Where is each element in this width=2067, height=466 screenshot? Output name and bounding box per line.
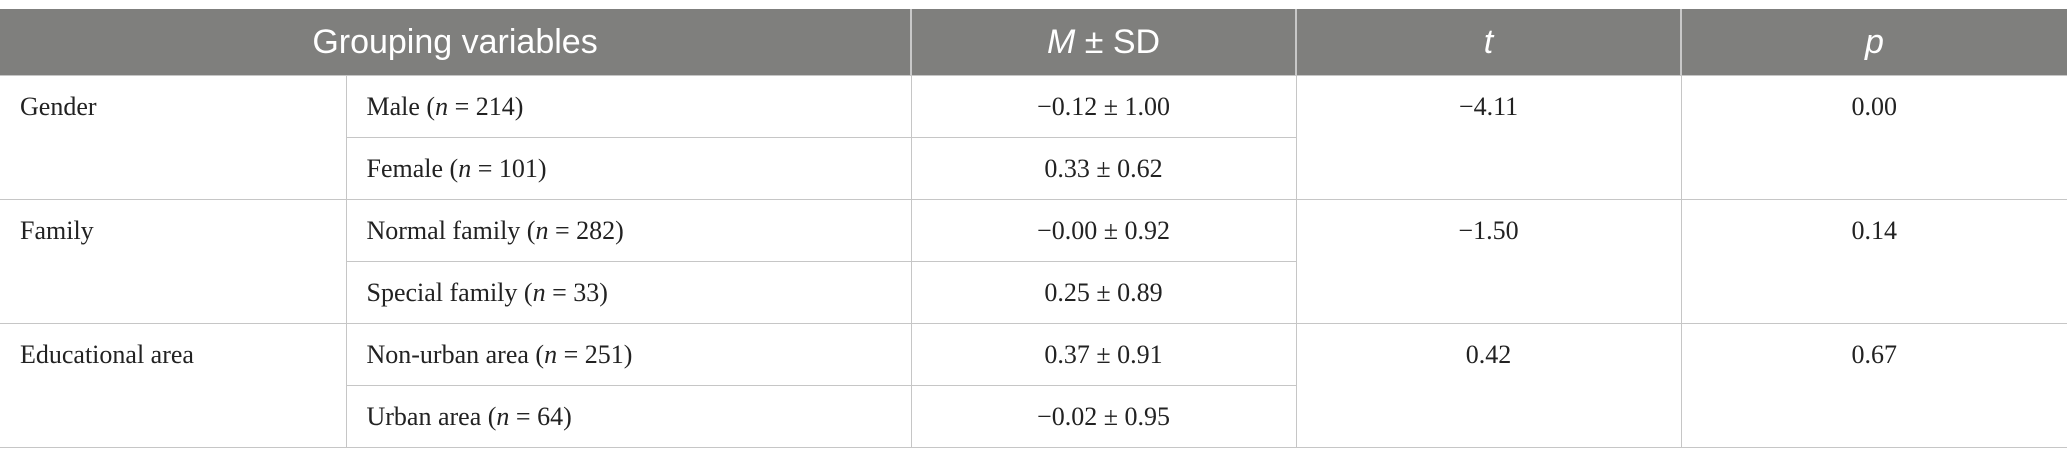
n-symbol: n bbox=[458, 154, 472, 183]
header-t: t bbox=[1296, 9, 1683, 76]
n-symbol: n bbox=[535, 216, 549, 245]
p-value: 0.67 bbox=[1680, 323, 2067, 448]
table-row: Special family (n = 33) 0.25 ± 0.89 bbox=[0, 261, 2067, 324]
statistics-table: Grouping variables M ± SD t p Gender Mal… bbox=[0, 9, 2067, 448]
n-symbol: n bbox=[532, 278, 546, 307]
mean-sd-value: 0.37 ± 0.91 bbox=[910, 323, 1297, 386]
mean-sd-value: 0.33 ± 0.62 bbox=[910, 137, 1297, 200]
n-symbol: n bbox=[544, 340, 558, 369]
subgroup-label: Normal family (n = 282) bbox=[345, 199, 912, 262]
subgroup-count: = 251) bbox=[557, 340, 633, 369]
subgroup-name: Male ( bbox=[366, 92, 436, 121]
header-grouping-variables: Grouping variables bbox=[0, 9, 913, 76]
subgroup-name: Female ( bbox=[366, 154, 459, 183]
t-value: −4.11 bbox=[1295, 75, 1682, 200]
header-p: p bbox=[1681, 9, 2067, 76]
subgroup-count: = 33) bbox=[545, 278, 608, 307]
subgroup-label: Female (n = 101) bbox=[346, 137, 912, 200]
t-value: −1.50 bbox=[1295, 199, 1682, 324]
subgroup-label: Non-urban area (n = 251) bbox=[345, 323, 912, 386]
subgroup-count: = 214) bbox=[448, 92, 524, 121]
subgroup-name: Normal family ( bbox=[366, 216, 536, 245]
n-symbol: n bbox=[435, 92, 449, 121]
p-value: 0.00 bbox=[1680, 75, 2067, 200]
table-row: Urban area (n = 64) −0.02 ± 0.95 bbox=[0, 385, 2067, 448]
mean-sd-value: −0.02 ± 0.95 bbox=[910, 385, 1297, 448]
group-label: Educational area bbox=[0, 323, 347, 448]
table-header-row: Grouping variables M ± SD t p bbox=[0, 9, 2067, 76]
table-row: Family Normal family (n = 282) −0.00 ± 0… bbox=[0, 199, 2067, 324]
mean-sd-value: 0.25 ± 0.89 bbox=[910, 261, 1297, 324]
header-sd-text: ± SD bbox=[1075, 22, 1161, 61]
subgroup-count: = 101) bbox=[471, 154, 547, 183]
table-row: Educational area Non-urban area (n = 251… bbox=[0, 323, 2067, 448]
t-value: 0.42 bbox=[1295, 323, 1682, 448]
mean-sd-value: −0.12 ± 1.00 bbox=[910, 75, 1297, 138]
group-label: Family bbox=[0, 199, 347, 324]
header-mean-sd: M ± SD bbox=[911, 9, 1298, 76]
table-row: Female (n = 101) 0.33 ± 0.62 bbox=[0, 137, 2067, 200]
subgroup-label: Special family (n = 33) bbox=[346, 261, 912, 324]
subgroup-name: Special family ( bbox=[366, 278, 533, 307]
header-t-symbol: t bbox=[1483, 22, 1494, 61]
mean-sd-value: −0.00 ± 0.92 bbox=[910, 199, 1297, 262]
header-p-symbol: p bbox=[1865, 22, 1884, 61]
subgroup-count: = 282) bbox=[548, 216, 624, 245]
p-value: 0.14 bbox=[1680, 199, 2067, 324]
subgroup-name: Non-urban area ( bbox=[366, 340, 545, 369]
table-row: Gender Male (n = 214) −0.12 ± 1.00 −4.11… bbox=[0, 75, 2067, 200]
header-mean-symbol: M bbox=[1046, 22, 1076, 61]
subgroup-count: = 64) bbox=[509, 402, 572, 431]
group-label: Gender bbox=[0, 75, 347, 200]
subgroup-label: Urban area (n = 64) bbox=[346, 385, 912, 448]
n-symbol: n bbox=[496, 402, 510, 431]
subgroup-label: Male (n = 214) bbox=[345, 75, 912, 138]
subgroup-name: Urban area ( bbox=[366, 402, 497, 431]
